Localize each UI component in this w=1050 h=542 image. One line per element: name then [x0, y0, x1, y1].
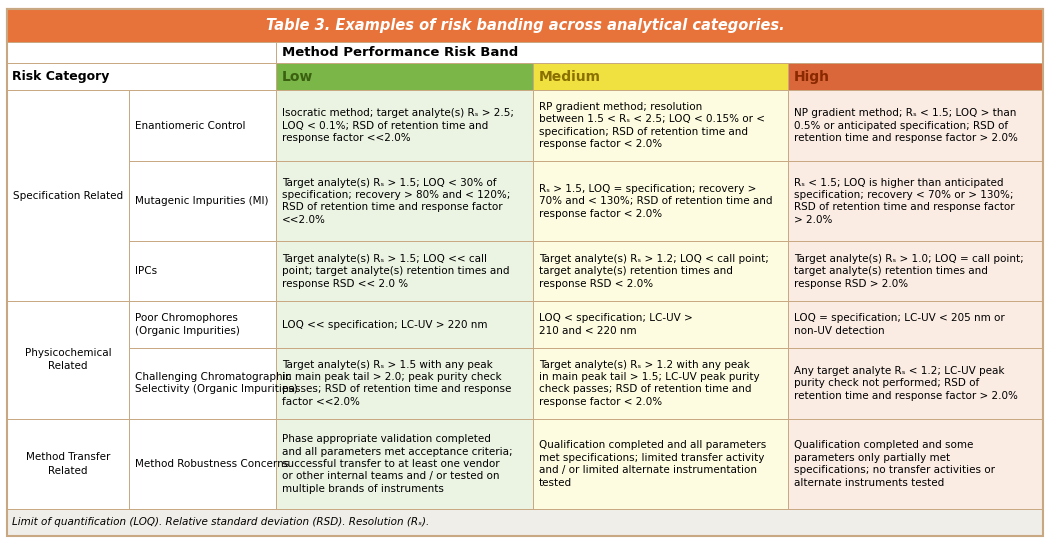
Bar [276, 91, 533, 161]
Text: Poor Chromophores
(Organic Impurities): Poor Chromophores (Organic Impurities) [134, 313, 239, 335]
Text: Specification Related: Specification Related [13, 191, 123, 201]
Bar [129, 241, 276, 301]
Bar [7, 509, 1043, 535]
Bar [789, 348, 1043, 418]
Bar [533, 91, 789, 161]
Text: Rₛ > 1.5, LOQ = specification; recovery >
70% and < 130%; RSD of retention time : Rₛ > 1.5, LOQ = specification; recovery … [539, 184, 773, 218]
Text: Risk Category: Risk Category [13, 70, 110, 83]
Text: Challenging Chromatographic
Selectivity (Organic Impurities): Challenging Chromatographic Selectivity … [134, 372, 297, 395]
Text: NP gradient method; Rₛ < 1.5; LOQ > than
0.5% or anticipated specification; RSD : NP gradient method; Rₛ < 1.5; LOQ > than… [794, 108, 1017, 143]
Text: Rₛ < 1.5; LOQ is higher than anticipated
specification; recovery < 70% or > 130%: Rₛ < 1.5; LOQ is higher than anticipated… [794, 178, 1014, 225]
Text: Enantiomeric Control: Enantiomeric Control [134, 121, 246, 131]
Text: LOQ = specification; LC-UV < 205 nm or
non-UV detection: LOQ = specification; LC-UV < 205 nm or n… [794, 313, 1005, 335]
Bar [129, 161, 276, 241]
Bar [789, 418, 1043, 509]
Text: LOQ << specification; LC-UV > 220 nm: LOQ << specification; LC-UV > 220 nm [281, 319, 487, 330]
Bar [276, 161, 533, 241]
Text: Physicochemical
Related: Physicochemical Related [25, 349, 111, 371]
Text: LOQ < specification; LC-UV >
210 and < 220 nm: LOQ < specification; LC-UV > 210 and < 2… [539, 313, 693, 335]
Bar [276, 42, 1043, 63]
Bar [789, 63, 1043, 91]
Bar [533, 418, 789, 509]
Bar [533, 63, 789, 91]
Bar [276, 241, 533, 301]
Text: IPCs: IPCs [134, 266, 156, 276]
Bar [276, 301, 533, 348]
Bar [129, 91, 276, 161]
Text: Method Transfer
Related: Method Transfer Related [26, 453, 110, 476]
Text: Qualification completed and some
parameters only partially met
specifications; n: Qualification completed and some paramet… [794, 441, 994, 488]
Bar [7, 9, 1043, 42]
Text: Medium: Medium [539, 70, 601, 84]
Bar [789, 91, 1043, 161]
Text: Target analyte(s) Rₛ > 1.5; LOQ << call
point; target analyte(s) retention times: Target analyte(s) Rₛ > 1.5; LOQ << call … [281, 254, 509, 288]
Text: Limit of quantification (LOQ). Relative standard deviation (RSD). Resolution (Rₛ: Limit of quantification (LOQ). Relative … [13, 518, 429, 527]
Text: Target analyte(s) Rₛ > 1.2; LOQ < call point;
target analyte(s) retention times : Target analyte(s) Rₛ > 1.2; LOQ < call p… [539, 254, 769, 288]
Text: Method Robustness Concerns: Method Robustness Concerns [134, 459, 289, 469]
Bar [789, 241, 1043, 301]
Text: Target analyte(s) Rₛ > 1.0; LOQ = call point;
target analyte(s) retention times : Target analyte(s) Rₛ > 1.0; LOQ = call p… [794, 254, 1024, 288]
Bar [7, 301, 129, 418]
Text: RP gradient method; resolution
between 1.5 < Rₛ < 2.5; LOQ < 0.15% or <
specific: RP gradient method; resolution between 1… [539, 102, 764, 149]
Text: Qualification completed and all parameters
met specifications; limited transfer : Qualification completed and all paramete… [539, 441, 766, 488]
Text: High: High [794, 70, 830, 84]
Text: Target analyte(s) Rₛ > 1.5; LOQ < 30% of
specification; recovery > 80% and < 120: Target analyte(s) Rₛ > 1.5; LOQ < 30% of… [281, 178, 510, 225]
Bar [276, 348, 533, 418]
Bar [533, 301, 789, 348]
Bar [276, 418, 533, 509]
Bar [7, 42, 276, 63]
Text: Low: Low [281, 70, 313, 84]
Bar [533, 241, 789, 301]
Bar [533, 161, 789, 241]
Bar [276, 63, 533, 91]
Text: Method Performance Risk Band: Method Performance Risk Band [281, 46, 518, 59]
Bar [533, 348, 789, 418]
Text: Target analyte(s) Rₛ > 1.5 with any peak
in main peak tail > 2.0; peak purity ch: Target analyte(s) Rₛ > 1.5 with any peak… [281, 360, 511, 407]
Text: Mutagenic Impurities (MI): Mutagenic Impurities (MI) [134, 196, 268, 206]
Text: Any target analyte Rₛ < 1.2; LC-UV peak
purity check not performed; RSD of
reten: Any target analyte Rₛ < 1.2; LC-UV peak … [794, 366, 1017, 401]
Text: Isocratic method; target analyte(s) Rₛ > 2.5;
LOQ < 0.1%; RSD of retention time : Isocratic method; target analyte(s) Rₛ >… [281, 108, 513, 143]
Bar [789, 161, 1043, 241]
Bar [7, 63, 276, 91]
Text: Table 3. Examples of risk banding across analytical categories.: Table 3. Examples of risk banding across… [266, 18, 784, 33]
Bar [7, 418, 129, 509]
Text: Phase appropriate validation completed
and all parameters met acceptance criteri: Phase appropriate validation completed a… [281, 434, 512, 494]
Bar [7, 91, 129, 301]
Bar [789, 301, 1043, 348]
Bar [129, 418, 276, 509]
Bar [129, 301, 276, 348]
Bar [129, 348, 276, 418]
Text: Target analyte(s) Rₛ > 1.2 with any peak
in main peak tail > 1.5; LC-UV peak pur: Target analyte(s) Rₛ > 1.2 with any peak… [539, 360, 759, 407]
